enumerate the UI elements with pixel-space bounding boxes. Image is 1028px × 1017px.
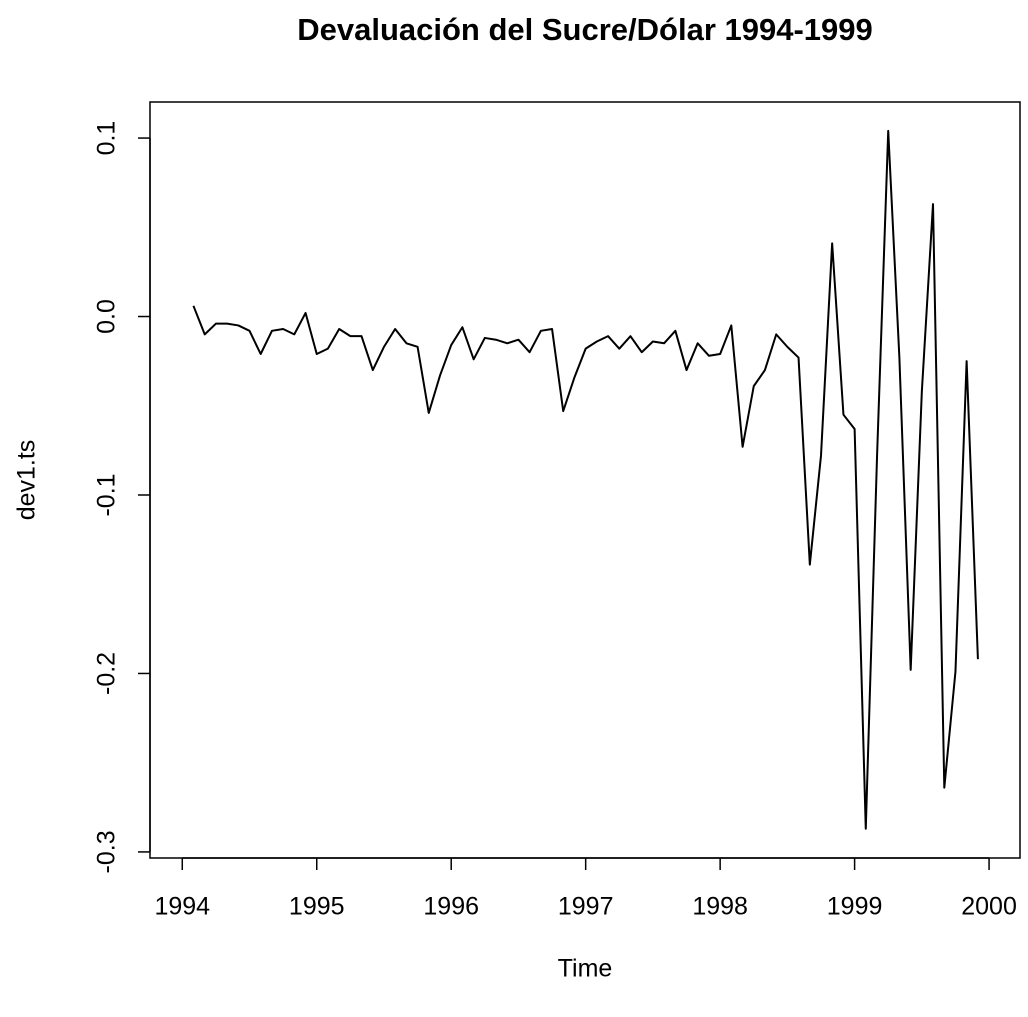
series-line [192,129,979,830]
chart-title: Devaluación del Sucre/Dólar 1994-1999 [297,12,873,47]
x-tick-label: 2000 [961,893,1017,921]
x-tick-label: 1995 [289,893,345,921]
y-axis-label: dev1.ts [13,440,41,521]
y-tick-label: 0.0 [93,299,121,334]
y-tick-label: -0.3 [93,830,121,873]
y-tick-label: -0.2 [93,652,121,695]
y-tick-label: 0.1 [93,121,121,156]
x-tick-label: 1996 [423,893,479,921]
x-axis-label: Time [558,955,613,983]
x-tick-label: 1997 [558,893,614,921]
x-tick-label: 1999 [827,893,883,921]
x-tick-label: 1998 [692,893,748,921]
y-tick-label: -0.1 [93,473,121,516]
plot-box [149,101,1021,859]
x-tick-label: 1994 [154,893,210,921]
